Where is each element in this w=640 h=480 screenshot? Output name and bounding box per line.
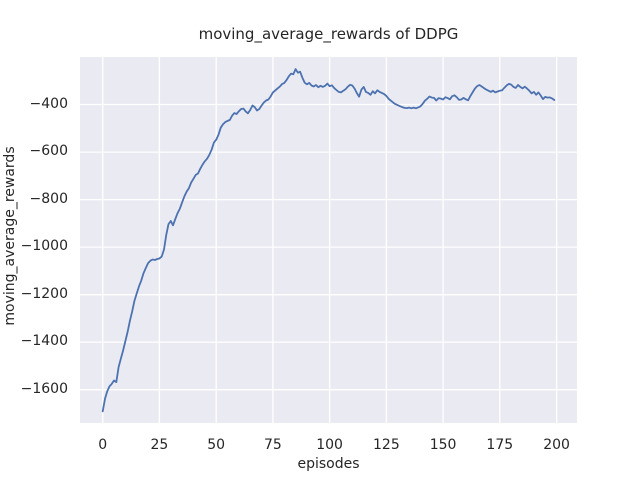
x-tick-label: 150: [429, 437, 457, 453]
y-tick-label: −600: [29, 143, 68, 160]
y-tick-label: −1000: [20, 238, 68, 255]
x-tick-label: 75: [263, 437, 282, 453]
y-tick-label: −1200: [20, 285, 68, 302]
axes-background: [80, 57, 577, 423]
series-line-moving_average_rewards: [101, 68, 556, 413]
chart-title: moving_average_rewards of DDPG: [198, 25, 459, 43]
x-tick-label: 25: [150, 437, 169, 453]
y-tick-label: −1600: [20, 380, 68, 397]
x-tick-label: 125: [373, 437, 400, 453]
y-tick-label: −800: [29, 190, 68, 207]
x-tick-label: 175: [486, 437, 514, 453]
y-tick-label: −1400: [20, 333, 68, 350]
y-tick-label: −400: [29, 95, 68, 112]
x-tick-label: 200: [543, 437, 570, 453]
x-tick-label: 50: [207, 437, 226, 453]
x-tick-label: 0: [98, 437, 108, 453]
x-axis-label: episodes: [297, 456, 360, 472]
x-tick-label: 100: [316, 437, 343, 453]
